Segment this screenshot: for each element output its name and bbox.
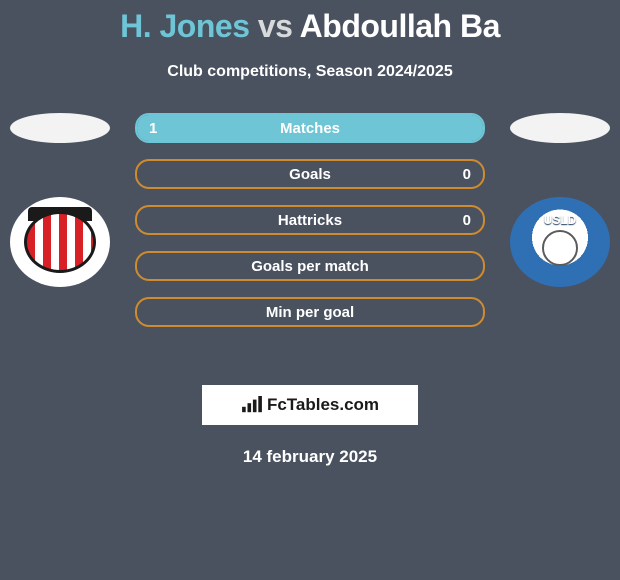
stat-bar-goals-per-match: Goals per match bbox=[135, 251, 485, 281]
stat-bar-matches: 1 Matches bbox=[135, 113, 485, 143]
brand-logo: FcTables.com bbox=[202, 385, 418, 425]
stat-bar-min-per-goal: Min per goal bbox=[135, 297, 485, 327]
player1-name: H. Jones bbox=[120, 8, 249, 44]
stat-label: Goals bbox=[289, 166, 331, 183]
club-right-abbrev: USLD bbox=[544, 213, 577, 227]
stat-label: Matches bbox=[280, 120, 340, 137]
stat-left-value: 1 bbox=[149, 120, 157, 137]
stat-right-value: 0 bbox=[463, 212, 471, 229]
stat-label: Goals per match bbox=[251, 258, 369, 275]
comparison-area: USLD 1 Matches Goals 0 Hattricks 0 Goals… bbox=[0, 113, 620, 373]
player2-slot: USLD bbox=[510, 113, 610, 313]
stat-label: Min per goal bbox=[266, 304, 354, 321]
player1-slot bbox=[10, 113, 110, 313]
player2-club-badge: USLD bbox=[510, 197, 610, 287]
stat-right-value: 0 bbox=[463, 166, 471, 183]
stat-bar-hattricks: Hattricks 0 bbox=[135, 205, 485, 235]
player2-name: Abdoullah Ba bbox=[300, 8, 500, 44]
bar-chart-icon bbox=[241, 396, 263, 414]
badge-stripes bbox=[24, 211, 96, 273]
vs-text: vs bbox=[258, 8, 293, 44]
player1-club-badge bbox=[10, 197, 110, 287]
stat-bars: 1 Matches Goals 0 Hattricks 0 Goals per … bbox=[135, 113, 485, 343]
player2-photo-placeholder bbox=[510, 113, 610, 143]
player1-photo-placeholder bbox=[10, 113, 110, 143]
ball-icon bbox=[542, 230, 578, 266]
brand-text: FcTables.com bbox=[267, 395, 379, 415]
subtitle: Club competitions, Season 2024/2025 bbox=[0, 63, 620, 81]
stat-bar-goals: Goals 0 bbox=[135, 159, 485, 189]
stat-label: Hattricks bbox=[278, 212, 342, 229]
date-text: 14 february 2025 bbox=[0, 447, 620, 467]
page-title: H. Jones vs Abdoullah Ba bbox=[0, 0, 620, 45]
